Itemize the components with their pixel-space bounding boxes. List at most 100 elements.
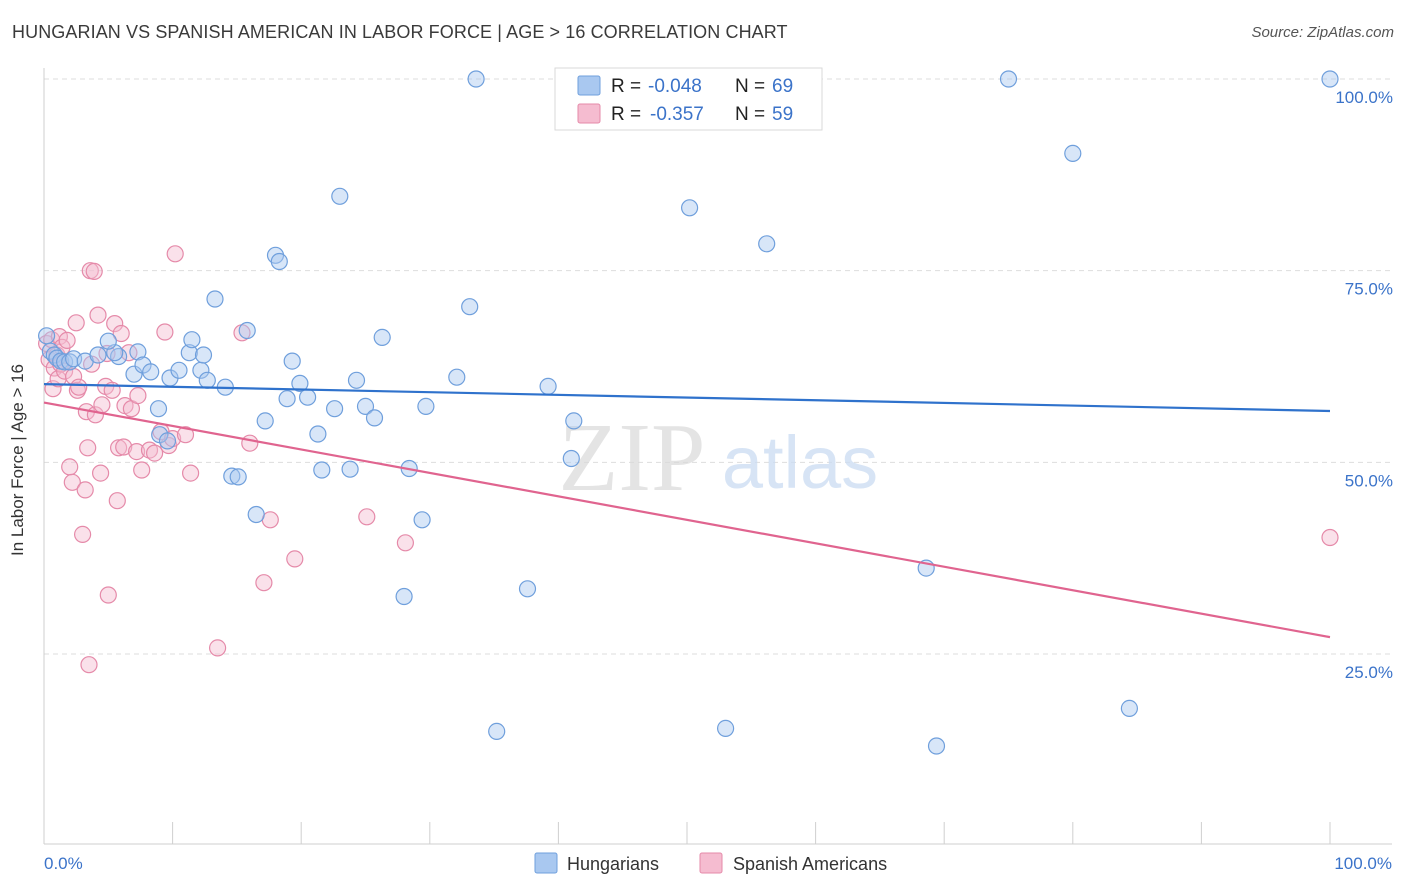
y-tick-label: 25.0%: [1345, 663, 1393, 682]
data-point: [37, 327, 56, 345]
data-point: [55, 362, 74, 380]
data-point: [356, 397, 375, 415]
source-credit: Source: ZipAtlas.com: [1251, 24, 1394, 41]
data-point: [565, 412, 583, 430]
data-point: [80, 656, 98, 674]
data-point: [45, 346, 63, 364]
legend-spanish-americans-swatch: [699, 852, 723, 874]
legend-r-label-2: R =: [611, 104, 641, 125]
data-point: [278, 390, 296, 408]
data-point: [347, 371, 366, 389]
data-point: [313, 461, 331, 479]
data-point: [142, 363, 160, 381]
data-point: [99, 332, 117, 350]
legend-blue-swatch: [577, 75, 601, 96]
data-point: [223, 467, 241, 485]
data-point: [149, 400, 168, 418]
data-point: [73, 525, 92, 544]
legend-hungarians-swatch: [534, 852, 558, 874]
data-point: [89, 306, 107, 324]
data-point: [63, 473, 81, 491]
data-point: [115, 438, 133, 456]
hungarians-trend-line: [43, 383, 1331, 413]
x-tick-label-min: 0.0%: [44, 854, 83, 873]
data-point: [291, 374, 309, 392]
data-point: [395, 587, 413, 606]
data-point: [176, 426, 195, 444]
data-point: [133, 461, 151, 479]
data-point: [448, 368, 466, 386]
x-tick-label-max: 100.0%: [1334, 854, 1392, 873]
data-point: [158, 432, 177, 450]
data-point: [180, 344, 198, 362]
hungarians-points: [37, 70, 1339, 755]
data-point: [108, 492, 126, 510]
x-axis-ticks: [172, 822, 1331, 844]
data-point: [93, 396, 111, 414]
data-point: [758, 235, 776, 253]
correlation-legend: R = -0.048 N = 69 R = -0.357 N = 59: [554, 67, 823, 131]
data-point: [170, 361, 188, 379]
data-point: [247, 505, 265, 524]
data-point: [67, 314, 85, 332]
data-point: [467, 70, 485, 88]
data-point: [85, 262, 103, 280]
data-point: [716, 719, 735, 738]
data-point: [166, 245, 184, 263]
data-point: [341, 460, 359, 478]
data-point: [112, 324, 130, 343]
data-point: [1064, 144, 1082, 162]
data-point: [120, 344, 138, 362]
y-tick-label: 100.0%: [1335, 88, 1393, 107]
trend-lines: [43, 383, 1331, 639]
data-point: [365, 409, 384, 427]
legend-hungarians-label: Hungarians: [567, 854, 659, 874]
watermark: ZIP atlas: [559, 404, 879, 512]
data-point: [927, 737, 946, 755]
y-tick-label: 50.0%: [1345, 471, 1393, 490]
data-point: [461, 298, 479, 316]
data-point: [309, 425, 327, 443]
watermark-atlas: atlas: [722, 421, 878, 504]
data-point: [129, 343, 147, 361]
y-tick-label: 75.0%: [1345, 280, 1393, 299]
data-point: [331, 187, 349, 205]
data-point: [238, 321, 256, 340]
data-point: [299, 388, 317, 406]
series-legend: Hungarians Spanish Americans: [534, 852, 887, 874]
legend-spanish-americans-label: Spanish Americans: [733, 854, 887, 874]
data-point: [146, 444, 164, 462]
grid-lines: [44, 78, 1392, 655]
watermark-zip: ZIP: [559, 404, 706, 512]
data-point: [79, 439, 97, 457]
data-point: [140, 441, 159, 459]
data-point: [1120, 699, 1139, 718]
data-point: [209, 639, 227, 657]
data-point: [1321, 70, 1339, 88]
data-point: [91, 464, 110, 482]
chart-title: HUNGARIAN VS SPANISH AMERICAN IN LABOR F…: [12, 22, 788, 42]
data-point: [1321, 528, 1339, 547]
spanish-americans-trend-line: [43, 401, 1331, 639]
data-point: [241, 434, 259, 452]
data-point: [286, 550, 304, 568]
data-point: [255, 574, 273, 592]
data-point: [183, 331, 201, 349]
y-axis-tick-labels: 25.0% 50.0% 75.0% 100.0%: [1335, 88, 1393, 682]
data-point: [358, 508, 376, 526]
legend-pink-swatch: [577, 103, 601, 124]
data-point: [488, 722, 506, 741]
data-point: [89, 346, 107, 364]
data-point: [182, 464, 200, 482]
data-point: [58, 331, 76, 349]
legend-r-label-1: R =: [611, 76, 641, 97]
data-point: [396, 534, 414, 552]
legend-r-value-1: -0.048: [648, 76, 702, 97]
data-point: [270, 252, 288, 271]
data-point: [106, 315, 124, 333]
data-point: [128, 443, 146, 461]
data-point: [413, 511, 431, 529]
data-point: [680, 199, 699, 217]
data-point: [256, 412, 274, 430]
